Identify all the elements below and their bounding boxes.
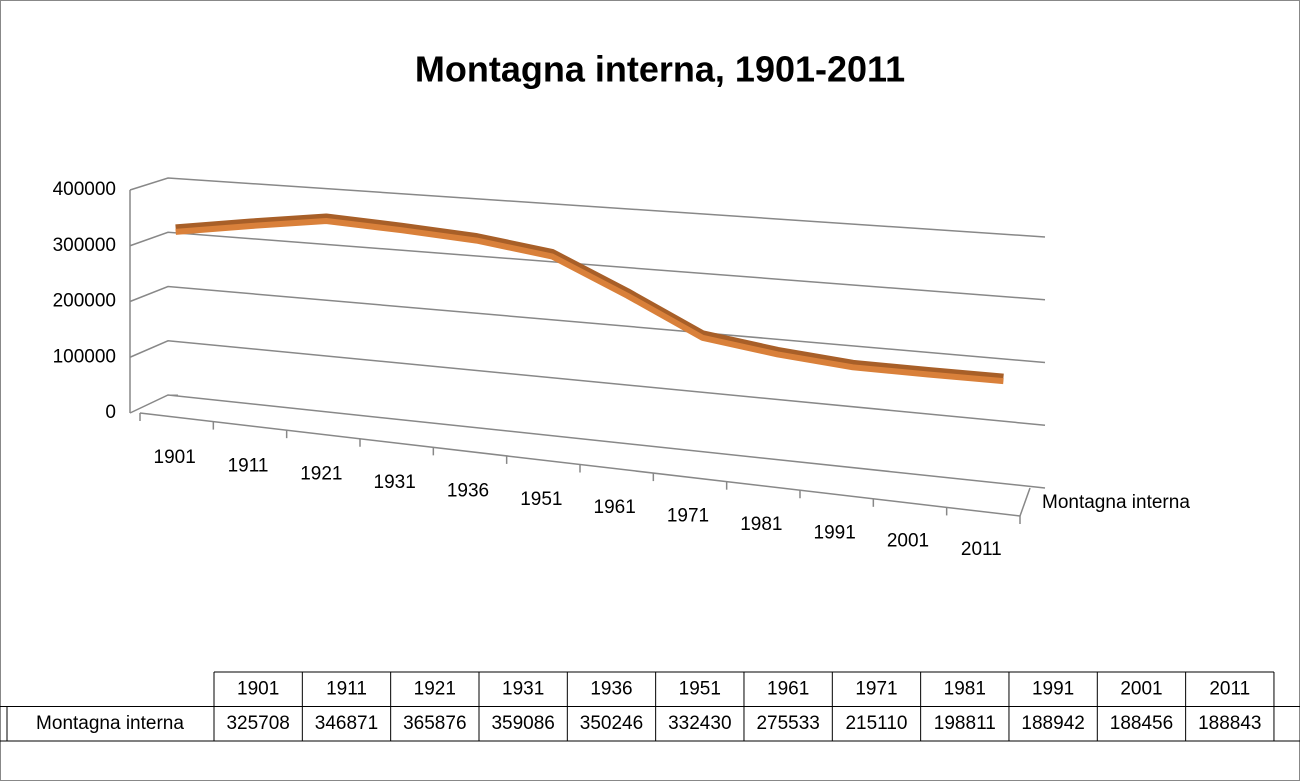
- table-row-header: Montagna interna: [36, 713, 184, 734]
- x-tick-label: 1936: [447, 480, 489, 501]
- y-tick-label: 0: [105, 402, 116, 423]
- table-value: 325708: [226, 713, 289, 734]
- table-header: 1901: [237, 678, 279, 699]
- table-value: 332430: [668, 713, 731, 734]
- table-header: 2001: [1120, 678, 1162, 699]
- table-value: 365876: [403, 713, 466, 734]
- table-value: 198811: [934, 713, 996, 734]
- grid-line: [129, 177, 1046, 238]
- y-tick-label: 200000: [53, 291, 116, 312]
- table-header: 1936: [590, 678, 632, 699]
- x-tick-label: 1951: [520, 489, 562, 510]
- x-tick-label: 1961: [594, 497, 636, 518]
- x-tick-label: 2011: [961, 539, 1002, 560]
- grid-line: [129, 339, 1046, 426]
- table-header: 1921: [414, 678, 456, 699]
- x-tick-label: 1931: [374, 472, 416, 493]
- table-value: 346871: [315, 713, 378, 734]
- table-header: 1991: [1032, 678, 1074, 699]
- x-tick-label: 1981: [740, 514, 782, 535]
- x-tick-label: 1971: [667, 506, 709, 527]
- x-tick-label: 1991: [814, 522, 856, 543]
- depth-axis: [1019, 487, 1031, 517]
- table-header: 1931: [502, 678, 544, 699]
- series-line: [175, 218, 1004, 385]
- grid-line: [129, 231, 1046, 301]
- table-header: 2011: [1209, 678, 1250, 699]
- table-value: 188843: [1198, 713, 1261, 734]
- y-tick-label: 400000: [53, 179, 116, 200]
- table-header: 1911: [326, 678, 367, 699]
- table-header: 1961: [767, 678, 809, 699]
- table-value: 215110: [845, 713, 907, 734]
- depth-label: Montagna interna: [1042, 492, 1190, 513]
- table-value: 188456: [1110, 713, 1173, 734]
- x-tick-label: 1911: [228, 455, 269, 476]
- table-value: 275533: [756, 713, 819, 734]
- table-header: 1951: [679, 678, 721, 699]
- table-value: 359086: [491, 713, 554, 734]
- table-header: 1981: [944, 678, 986, 699]
- x-tick-label: 1921: [300, 464, 342, 485]
- grid-line: [129, 285, 1046, 364]
- table-header: 1971: [855, 678, 897, 699]
- table-value: 188942: [1021, 713, 1084, 734]
- chart-title: Montagna interna, 1901-2011: [415, 49, 905, 90]
- x-tick-label: 2001: [887, 531, 929, 552]
- x-tick-label: 1901: [154, 447, 196, 468]
- table-value: 350246: [580, 713, 643, 734]
- y-tick-label: 100000: [53, 346, 116, 367]
- y-tick-label: 300000: [53, 235, 116, 256]
